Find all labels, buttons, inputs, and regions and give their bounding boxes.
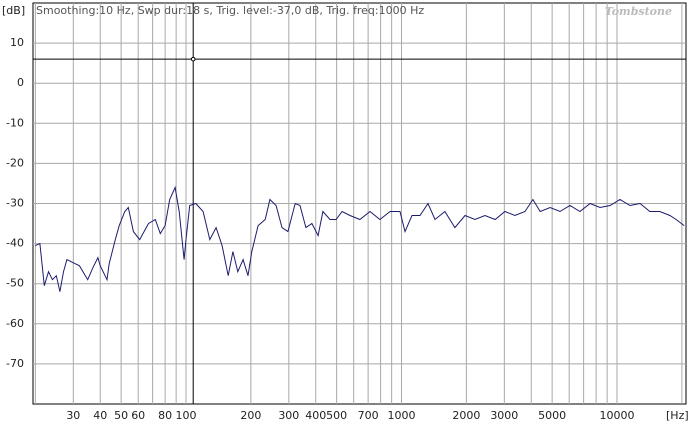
y-tick-label: 10 — [10, 36, 24, 49]
y-tick-label: 0 — [17, 76, 24, 89]
x-tick-label: 50 — [114, 409, 128, 422]
response-line — [35, 185, 685, 292]
y-tick-label: -20 — [6, 156, 24, 169]
subtitle: Smoothing:10 Hz, Swp dur:18 s, Trig. lev… — [36, 4, 424, 17]
x-tick-label: 1000 — [388, 409, 416, 422]
x-tick-label: 2000 — [452, 409, 480, 422]
x-tick-label: 200 — [240, 409, 261, 422]
x-tick-label: 80 — [158, 409, 172, 422]
x-tick-label: 400 — [305, 409, 326, 422]
x-tick-label: 60 — [131, 409, 145, 422]
y-tick-label: -70 — [6, 357, 24, 370]
y-tick-label: -40 — [6, 237, 24, 250]
y-axis-label: [dB] — [2, 4, 25, 17]
x-tick-label: 5000 — [538, 409, 566, 422]
x-axis-label: [Hz] — [666, 409, 689, 422]
x-tick-label: 100 — [176, 409, 197, 422]
cursor-point — [190, 56, 196, 62]
x-tick-label: 30 — [66, 409, 80, 422]
x-tick-label: 10000 — [600, 409, 635, 422]
y-tick-label: -30 — [6, 197, 24, 210]
y-tick-label: -60 — [6, 317, 24, 330]
x-tick-label: 500 — [326, 409, 347, 422]
x-tick-label: 40 — [93, 409, 107, 422]
y-tick-label: -50 — [6, 277, 24, 290]
x-tick-label: 300 — [278, 409, 299, 422]
x-tick-label: 3000 — [490, 409, 518, 422]
watermark: Tombstone — [605, 5, 672, 18]
y-tick-label: -10 — [6, 116, 24, 129]
x-tick-label: 700 — [358, 409, 379, 422]
